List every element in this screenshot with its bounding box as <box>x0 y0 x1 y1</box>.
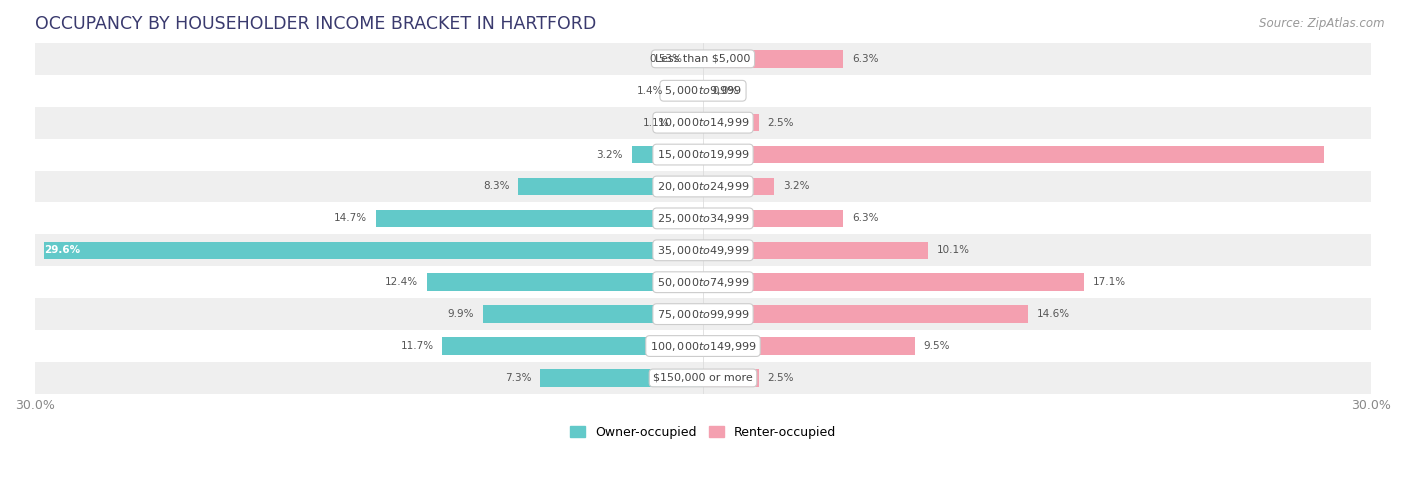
Text: 0.0%: 0.0% <box>711 86 738 96</box>
Bar <box>35 139 1371 170</box>
Text: 27.9%: 27.9% <box>1326 150 1362 160</box>
Bar <box>35 298 1371 330</box>
Text: 14.6%: 14.6% <box>1038 309 1070 319</box>
Text: 14.7%: 14.7% <box>333 213 367 224</box>
Bar <box>540 369 703 387</box>
Text: OCCUPANCY BY HOUSEHOLDER INCOME BRACKET IN HARTFORD: OCCUPANCY BY HOUSEHOLDER INCOME BRACKET … <box>35 15 596 33</box>
Bar <box>35 234 1371 266</box>
Bar <box>703 337 914 355</box>
Text: $35,000 to $49,999: $35,000 to $49,999 <box>657 244 749 257</box>
Text: 6.3%: 6.3% <box>852 213 879 224</box>
Bar <box>35 330 1371 362</box>
Bar <box>35 43 1371 75</box>
Text: 9.9%: 9.9% <box>447 309 474 319</box>
Text: 1.4%: 1.4% <box>637 86 662 96</box>
Bar <box>703 242 928 259</box>
Bar <box>672 82 703 99</box>
Bar <box>519 178 703 195</box>
Text: $50,000 to $74,999: $50,000 to $74,999 <box>657 276 749 289</box>
Text: $150,000 or more: $150,000 or more <box>654 373 752 383</box>
Bar <box>703 146 1324 163</box>
Bar <box>35 266 1371 298</box>
Text: $5,000 to $9,999: $5,000 to $9,999 <box>664 84 742 97</box>
Text: $20,000 to $24,999: $20,000 to $24,999 <box>657 180 749 193</box>
Text: Less than $5,000: Less than $5,000 <box>655 54 751 64</box>
Text: $25,000 to $34,999: $25,000 to $34,999 <box>657 212 749 225</box>
Bar <box>375 209 703 227</box>
Bar <box>44 242 703 259</box>
Bar <box>443 337 703 355</box>
Text: 1.1%: 1.1% <box>643 118 669 128</box>
Bar <box>703 50 844 68</box>
Text: 2.5%: 2.5% <box>768 118 794 128</box>
Text: 9.5%: 9.5% <box>924 341 950 351</box>
Bar <box>703 273 1084 291</box>
Text: $75,000 to $99,999: $75,000 to $99,999 <box>657 308 749 320</box>
Bar <box>703 305 1028 323</box>
Text: 3.2%: 3.2% <box>596 150 623 160</box>
Text: $15,000 to $19,999: $15,000 to $19,999 <box>657 148 749 161</box>
Bar <box>703 209 844 227</box>
Text: $100,000 to $149,999: $100,000 to $149,999 <box>650 339 756 353</box>
Text: 0.53%: 0.53% <box>650 54 682 64</box>
Legend: Owner-occupied, Renter-occupied: Owner-occupied, Renter-occupied <box>565 421 841 444</box>
Bar <box>427 273 703 291</box>
Bar <box>703 178 775 195</box>
Text: 17.1%: 17.1% <box>1092 277 1126 287</box>
Text: 3.2%: 3.2% <box>783 182 810 191</box>
Text: 29.6%: 29.6% <box>44 245 80 255</box>
Text: Source: ZipAtlas.com: Source: ZipAtlas.com <box>1260 17 1385 30</box>
Bar <box>703 114 759 131</box>
Text: 8.3%: 8.3% <box>482 182 509 191</box>
Bar <box>35 107 1371 139</box>
Bar <box>631 146 703 163</box>
Bar <box>482 305 703 323</box>
Text: 12.4%: 12.4% <box>385 277 418 287</box>
Text: 11.7%: 11.7% <box>401 341 433 351</box>
Bar <box>35 203 1371 234</box>
Text: 6.3%: 6.3% <box>852 54 879 64</box>
Text: 10.1%: 10.1% <box>936 245 970 255</box>
Bar <box>35 362 1371 394</box>
Text: 2.5%: 2.5% <box>768 373 794 383</box>
Text: 7.3%: 7.3% <box>505 373 531 383</box>
Bar <box>679 114 703 131</box>
Bar <box>35 75 1371 107</box>
Bar <box>703 369 759 387</box>
Bar <box>35 170 1371 203</box>
Text: $10,000 to $14,999: $10,000 to $14,999 <box>657 116 749 129</box>
Bar <box>692 50 703 68</box>
